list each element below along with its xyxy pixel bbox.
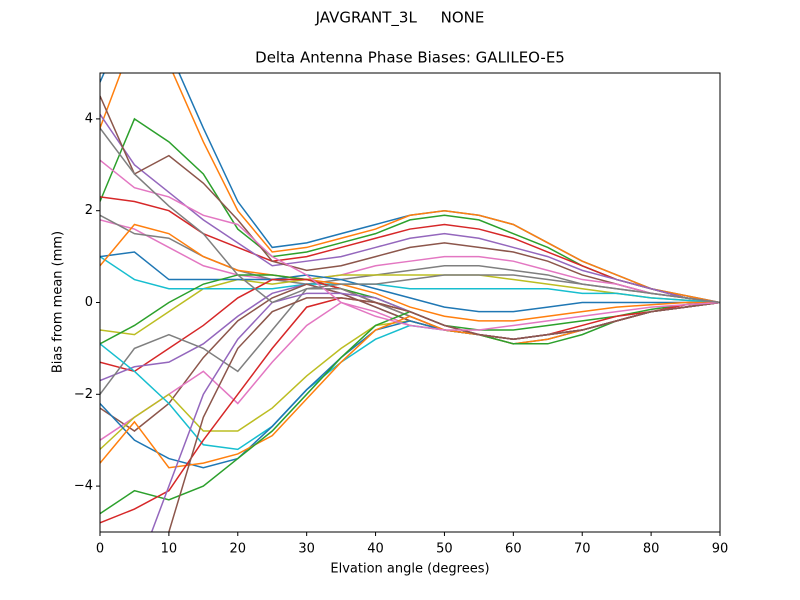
x-tick-label: 30	[298, 542, 315, 557]
x-tick-label: 50	[436, 542, 453, 557]
y-tick-label: 4	[85, 111, 93, 126]
series-line	[100, 159, 720, 331]
series-line	[100, 113, 720, 304]
suptitle: JAVGRANT_3L NONE	[315, 9, 485, 28]
chart-title: Delta Antenna Phase Biases: GALILEO-E5	[255, 49, 565, 67]
x-axis-label: Elvation angle (degrees)	[330, 562, 489, 577]
series-line	[100, 251, 720, 313]
x-tick-label: 40	[367, 542, 384, 557]
series-line	[100, 73, 720, 304]
y-tick-label: 0	[85, 295, 93, 310]
x-tick-label: 20	[230, 542, 247, 557]
series-line	[100, 255, 720, 304]
x-tick-label: 90	[712, 542, 729, 557]
x-tick-label: 80	[643, 542, 660, 557]
y-tick-label: 2	[85, 203, 93, 218]
series-line	[100, 127, 720, 304]
series-line	[168, 297, 720, 532]
plot-area	[100, 73, 720, 532]
y-tick-label: −4	[74, 479, 93, 494]
y-axis-label: Bias from mean (mm)	[51, 231, 66, 373]
x-tick-label: 70	[574, 542, 591, 557]
x-tick-label: 0	[96, 542, 104, 557]
x-tick-label: 10	[161, 542, 178, 557]
series-line	[100, 223, 720, 322]
x-tick-label: 60	[505, 542, 522, 557]
y-tick-label: −2	[74, 387, 93, 402]
series-line	[100, 219, 720, 304]
